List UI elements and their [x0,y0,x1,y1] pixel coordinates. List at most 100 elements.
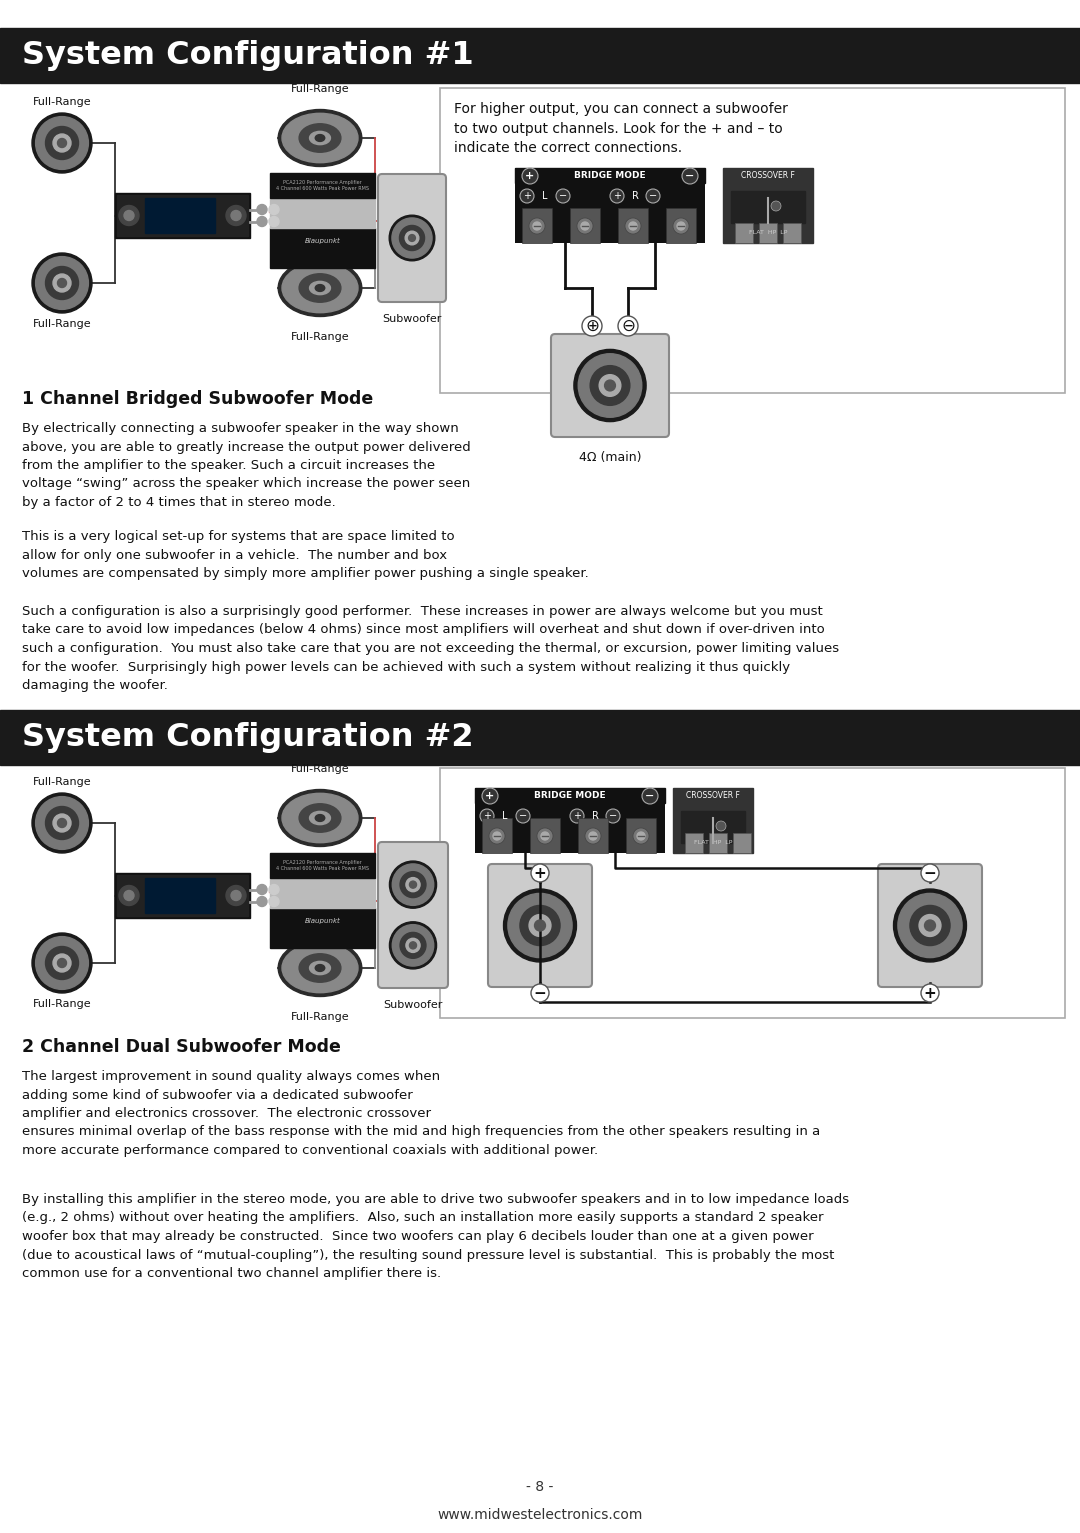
Circle shape [409,941,417,949]
Circle shape [269,897,279,906]
Text: +: + [525,172,535,181]
Text: −: − [559,192,567,201]
Circle shape [537,828,553,845]
Text: +: + [923,986,936,1001]
Text: System Configuration #2: System Configuration #2 [22,722,474,753]
Circle shape [673,218,689,235]
Bar [666,208,696,244]
Bar [681,811,745,843]
Text: −: − [649,192,657,201]
Circle shape [480,809,494,823]
Bar [626,819,656,852]
FancyBboxPatch shape [878,865,982,987]
FancyBboxPatch shape [378,175,446,302]
Circle shape [492,832,501,840]
Circle shape [522,169,538,184]
Text: This is a very logical set-up for systems that are space limited to
allow for on: This is a very logical set-up for system… [22,530,589,579]
Circle shape [578,354,642,417]
Text: Subwoofer: Subwoofer [383,1000,443,1010]
Ellipse shape [315,285,325,291]
Circle shape [629,222,637,230]
Bar [145,878,215,914]
Circle shape [57,138,67,147]
Circle shape [570,809,584,823]
Circle shape [124,210,134,221]
Circle shape [53,274,71,291]
Text: Full-Range: Full-Range [291,763,349,774]
Text: +: + [534,866,546,880]
Circle shape [406,938,420,952]
Circle shape [45,267,79,299]
Text: Full-Range: Full-Range [32,777,92,786]
Bar [578,819,608,852]
Bar [270,173,375,198]
Circle shape [716,822,726,831]
Text: L: L [542,192,548,201]
Circle shape [405,231,419,245]
Circle shape [582,316,602,336]
Text: CROSSOVER F: CROSSOVER F [686,791,740,800]
Circle shape [32,934,92,993]
Ellipse shape [279,109,362,167]
Text: +: + [523,192,531,201]
Text: ⊕: ⊕ [585,317,599,336]
Circle shape [605,380,616,391]
Ellipse shape [310,282,330,294]
Ellipse shape [299,274,341,302]
Ellipse shape [282,793,357,843]
FancyBboxPatch shape [551,334,669,437]
Circle shape [646,189,660,202]
Ellipse shape [299,954,341,983]
Bar [515,169,705,244]
Text: 1 Channel Bridged Subwoofer Mode: 1 Channel Bridged Subwoofer Mode [22,389,374,408]
Ellipse shape [282,113,357,162]
Ellipse shape [282,264,357,313]
Circle shape [57,279,67,288]
Bar [735,222,753,244]
Text: +: + [573,811,581,822]
Circle shape [36,256,89,310]
Text: Full-Range: Full-Range [291,1012,349,1023]
Bar [440,768,1065,1018]
Circle shape [400,225,424,250]
Circle shape [36,797,89,849]
Text: Blaupunkt: Blaupunkt [305,918,340,924]
Bar [475,788,665,803]
Text: −: − [646,791,654,802]
Bar [145,198,215,233]
Circle shape [226,886,246,906]
Bar [723,169,813,244]
Ellipse shape [315,814,325,822]
Circle shape [231,210,241,221]
Circle shape [541,832,549,840]
Text: −: − [534,986,546,1001]
Text: - 8 -: - 8 - [526,1479,554,1495]
Ellipse shape [282,943,357,993]
Circle shape [577,218,593,235]
Circle shape [771,201,781,212]
Circle shape [400,932,426,958]
Text: Full-Range: Full-Range [32,319,92,330]
Text: PCA2120 Performance Amplifier
4 Channel 600 Watts Peak Power RMS: PCA2120 Performance Amplifier 4 Channel … [276,179,369,190]
Circle shape [556,189,570,202]
Circle shape [534,222,541,230]
Circle shape [921,984,939,1003]
Bar [114,193,249,238]
Circle shape [581,222,589,230]
Bar [475,788,665,852]
Text: R: R [592,811,598,822]
Bar [733,832,751,852]
Circle shape [529,218,545,235]
Circle shape [508,894,572,958]
Ellipse shape [279,789,362,846]
Bar [270,852,375,878]
Text: +: + [483,811,491,822]
Text: PCA2120 Performance Amplifier
4 Channel 600 Watts Peak Power RMS: PCA2120 Performance Amplifier 4 Channel … [276,860,369,871]
Ellipse shape [299,803,341,832]
Circle shape [269,204,279,215]
Circle shape [590,366,630,405]
Ellipse shape [315,964,325,972]
Circle shape [408,235,416,241]
Circle shape [57,819,67,828]
Circle shape [231,891,241,900]
